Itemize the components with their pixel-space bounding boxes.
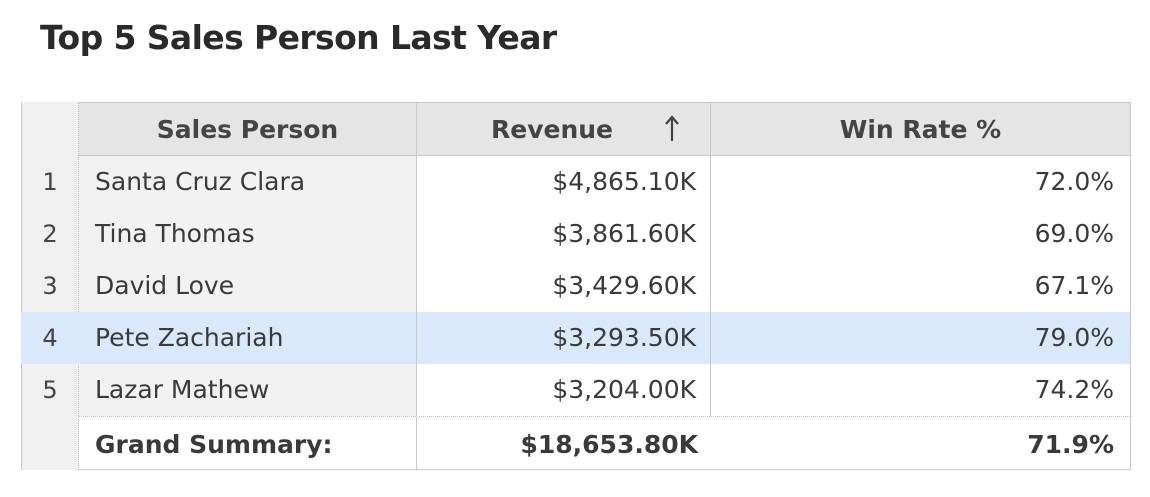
cell-sales-person[interactable]: Tina Thomas (79, 208, 416, 260)
column-header-win-rate[interactable]: Win Rate % (710, 102, 1130, 156)
sales-table: Sales Person Revenue Win Rate % 1 Santa … (21, 102, 1131, 470)
cell-win-rate[interactable]: 69.0% (710, 208, 1130, 260)
row-number-gutter (21, 102, 79, 470)
sort-arrow-up-icon[interactable] (664, 114, 680, 144)
cell-revenue[interactable]: $3,293.50K (416, 312, 710, 364)
grand-summary-row: Grand Summary: $18,653.80K 71.9% (79, 416, 1130, 470)
cell-revenue[interactable]: $3,429.60K (416, 260, 710, 312)
summary-label: Grand Summary: (95, 430, 333, 459)
table-row[interactable]: 1 Santa Cruz Clara $4,865.10K 72.0% (21, 156, 1130, 208)
table-row[interactable]: 3 David Love $3,429.60K 67.1% (21, 260, 1130, 312)
column-header-label: Win Rate % (839, 114, 1002, 144)
row-number: 4 (21, 312, 79, 364)
cell-revenue[interactable]: $3,861.60K (416, 208, 710, 260)
column-header-label: Revenue (491, 114, 614, 144)
column-header-label: Sales Person (156, 114, 339, 144)
table-row[interactable]: 5 Lazar Mathew $3,204.00K 74.2% (21, 364, 1130, 416)
table-row-selected[interactable]: 4 Pete Zachariah $3,293.50K 79.0% (21, 312, 1130, 364)
summary-win-rate: 71.9% (1027, 430, 1114, 459)
cell-win-rate[interactable]: 67.1% (710, 260, 1130, 312)
summary-revenue: $18,653.80K (416, 417, 710, 470)
row-number: 1 (42, 168, 58, 196)
cell-revenue[interactable]: $3,204.00K (416, 364, 710, 416)
row-number: 3 (42, 272, 58, 300)
row-number: 5 (42, 376, 58, 404)
cell-sales-person[interactable]: Lazar Mathew (79, 364, 416, 416)
cell-sales-person[interactable]: Pete Zachariah (79, 312, 416, 364)
cell-win-rate[interactable]: 79.0% (710, 312, 1130, 364)
row-number: 2 (42, 220, 58, 248)
cell-win-rate[interactable]: 72.0% (710, 156, 1130, 208)
cell-win-rate[interactable]: 74.2% (710, 364, 1130, 416)
cell-revenue[interactable]: $4,865.10K (416, 156, 710, 208)
column-header-revenue[interactable]: Revenue (416, 102, 710, 156)
cell-sales-person[interactable]: Santa Cruz Clara (79, 156, 416, 208)
table-row[interactable]: 2 Tina Thomas $3,861.60K 69.0% (21, 208, 1130, 260)
cell-sales-person[interactable]: David Love (79, 260, 416, 312)
page-title: Top 5 Sales Person Last Year (40, 18, 557, 57)
column-header-sales-person[interactable]: Sales Person (79, 102, 416, 156)
